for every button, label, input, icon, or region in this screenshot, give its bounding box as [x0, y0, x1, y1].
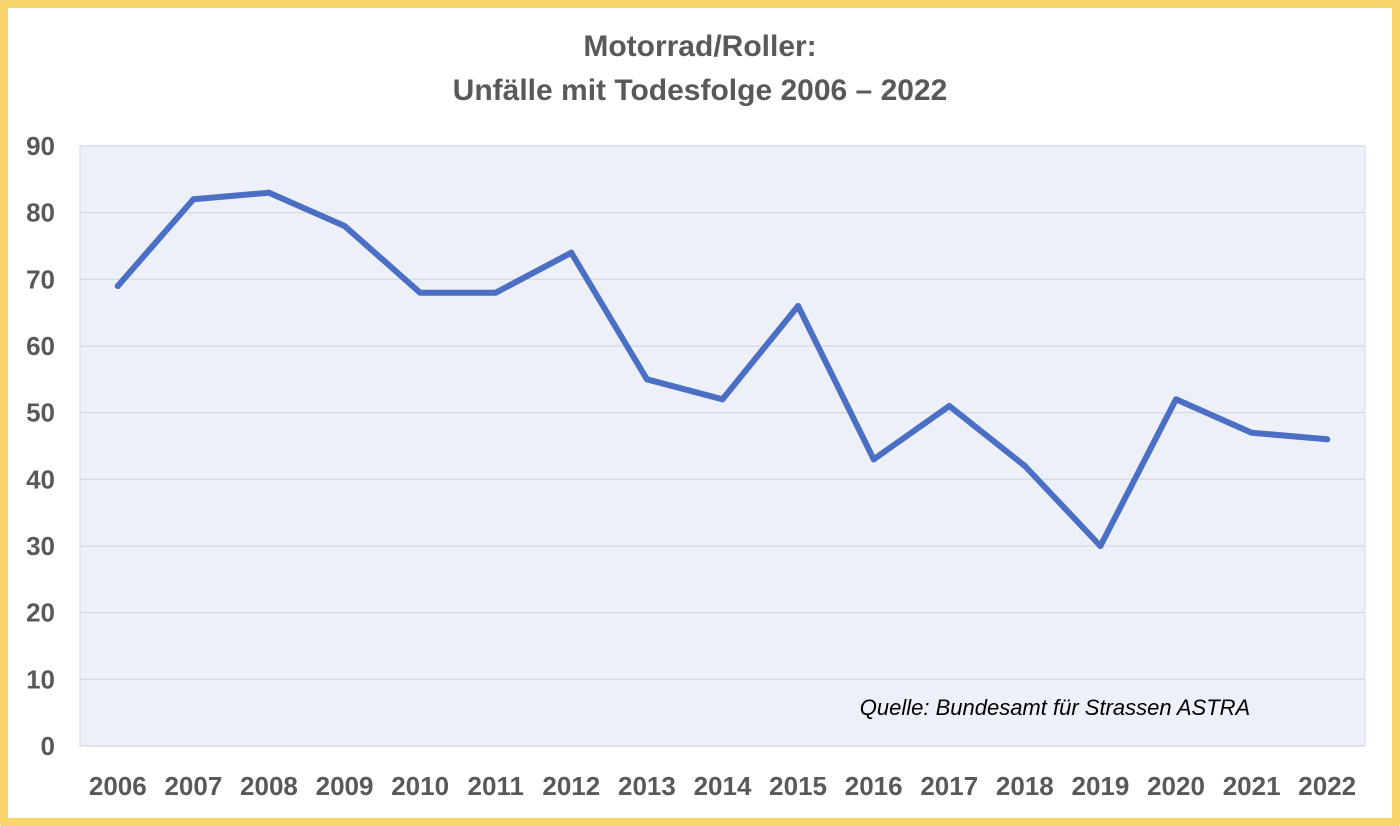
plot-area: [79, 145, 1366, 747]
y-tick-label: 50: [26, 398, 55, 428]
chart-title-line-1: Motorrad/Roller:: [583, 30, 816, 63]
data-point-2007: [190, 196, 197, 203]
y-tick-label: 30: [26, 531, 55, 561]
data-point-2011: [492, 289, 499, 296]
data-point-2018: [1021, 463, 1028, 469]
y-axis-ticks: 0 10 20 30 40 50 60 70 80 90: [26, 131, 55, 761]
y-tick-label: 20: [26, 598, 55, 628]
data-points: [114, 189, 1331, 549]
y-tick-label: 70: [26, 264, 55, 294]
x-tick-label: 2013: [618, 771, 676, 801]
x-tick-label: 2008: [240, 771, 298, 801]
x-tick-label: 2019: [1072, 771, 1130, 801]
x-tick-label: 2020: [1147, 771, 1205, 801]
gridlines: [80, 145, 1365, 747]
x-tick-label: 2011: [468, 771, 524, 801]
y-tick-label: 60: [26, 331, 55, 361]
x-tick-label: 2007: [164, 771, 222, 801]
data-point-2010: [417, 289, 424, 296]
x-tick-label: 2021: [1223, 771, 1281, 801]
data-point-2016: [870, 456, 877, 463]
x-axis-ticks: 2006 2007 2008 2009 2010 2011 2012 2013 2014 2015…: [89, 771, 1356, 801]
data-point-2020: [1173, 396, 1180, 403]
chart-title-line-2: Unfälle mit Todesfolge 2006 – 2022: [453, 74, 948, 107]
x-tick-label: 2006: [89, 771, 147, 801]
y-tick-label: 90: [26, 131, 55, 161]
data-point-2012: [568, 249, 575, 256]
data-point-2009: [341, 223, 348, 229]
source-annotation: Quelle: Bundesamt für Strassen ASTRA: [860, 695, 1250, 720]
data-point-2015: [795, 303, 802, 309]
x-tick-label: 2017: [920, 771, 978, 801]
data-point-2008: [265, 189, 272, 196]
x-tick-label: 2016: [845, 771, 903, 801]
x-tick-label: 2009: [316, 771, 374, 801]
x-tick-label: 2015: [769, 771, 827, 801]
data-point-2013: [643, 376, 650, 383]
x-tick-label: 2012: [542, 771, 600, 801]
data-point-2019: [1097, 543, 1104, 549]
data-point-2021: [1248, 429, 1255, 436]
y-tick-label: 0: [41, 731, 55, 761]
data-point-2014: [719, 396, 726, 403]
data-point-2006: [114, 283, 121, 289]
x-tick-label: 2010: [391, 771, 449, 801]
y-tick-label: 40: [26, 464, 55, 494]
x-tick-label: 2014: [694, 771, 752, 801]
x-tick-label: 2022: [1298, 771, 1356, 801]
x-tick-label: 2018: [996, 771, 1054, 801]
y-tick-label: 10: [26, 664, 55, 694]
y-tick-label: 80: [26, 198, 55, 228]
data-point-2017: [946, 403, 953, 409]
data-point-2022: [1324, 436, 1331, 443]
